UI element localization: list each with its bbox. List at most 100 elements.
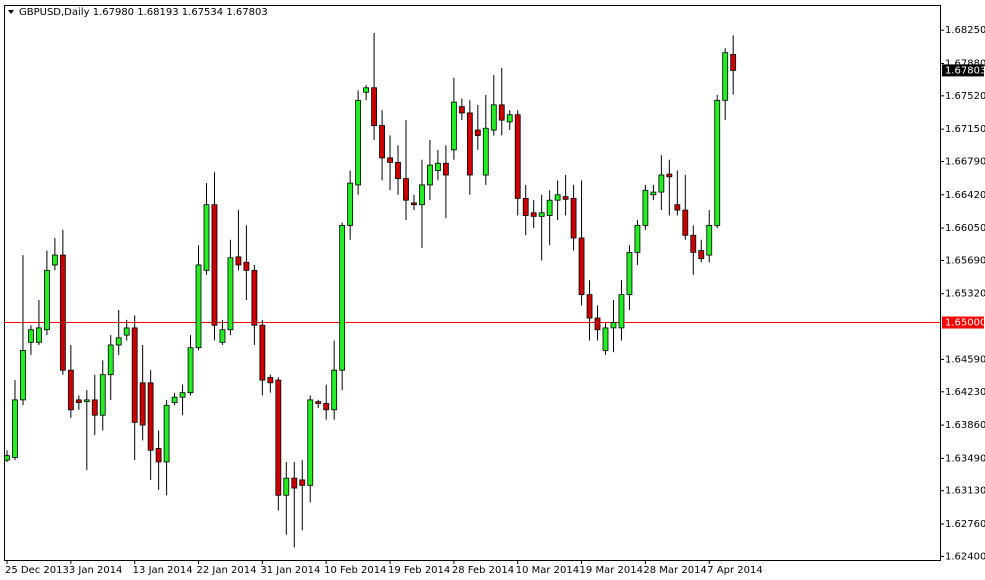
x-tick-label: 25 Dec 2013 — [5, 565, 69, 576]
candle-body — [371, 87, 377, 126]
candle-body — [203, 204, 210, 271]
candle-body — [458, 106, 465, 114]
candle-body — [195, 264, 202, 349]
candle-body — [498, 104, 505, 121]
candle-body — [482, 127, 489, 176]
y-tick-label: 1.63490 — [945, 453, 985, 464]
candle-body — [307, 399, 314, 486]
candle-body — [267, 376, 274, 384]
open-label: 1.67980 — [93, 7, 134, 18]
candle-body — [131, 327, 138, 423]
candle-body — [546, 199, 553, 216]
chart-title: GBPUSD,Daily — [19, 7, 90, 18]
candle-body — [682, 209, 689, 236]
candle-body — [403, 178, 409, 201]
price-label-box — [942, 64, 984, 77]
x-tick-label: 28 Mar 2014 — [643, 565, 706, 576]
candle-body — [44, 269, 50, 331]
candle-body — [155, 448, 162, 463]
candle-body — [299, 479, 306, 486]
candle-body — [578, 237, 585, 296]
candle-body — [618, 294, 625, 329]
candle-body — [506, 114, 513, 123]
plot-frame — [4, 5, 941, 561]
candle-body — [586, 294, 593, 319]
y-tick-label: 1.66050 — [945, 223, 985, 234]
y-tick-label: 1.66790 — [945, 157, 985, 168]
candle-body — [28, 329, 34, 343]
candle-body — [355, 99, 362, 186]
candle-body — [331, 369, 338, 411]
candle-body — [722, 52, 729, 101]
y-tick-label: 1.65320 — [945, 289, 985, 300]
y-tick-label: 1.63130 — [945, 486, 985, 497]
candle-body — [690, 234, 697, 253]
candle-body — [594, 317, 601, 331]
candle-body — [570, 197, 577, 239]
candle-body — [179, 392, 186, 398]
hline-label: 1.65000 — [945, 318, 985, 329]
candle-body — [12, 399, 18, 458]
candle-body — [67, 369, 74, 411]
candle-body — [419, 184, 425, 206]
candle-body — [395, 162, 401, 180]
candle-body — [490, 104, 497, 131]
y-tick-label: 1.68250 — [945, 25, 985, 36]
candle-body — [171, 396, 178, 403]
x-tick-label: 10 Mar 2014 — [516, 565, 579, 576]
candle-body — [75, 399, 82, 403]
y-tick-label: 1.64590 — [945, 354, 985, 365]
candle-body — [379, 125, 385, 159]
chart-header: GBPUSD,Daily 1.67980 1.68193 1.67534 1.6… — [19, 7, 268, 18]
x-tick-label: 7 Apr 2014 — [707, 565, 762, 576]
x-tick-label: 31 Jan 2014 — [260, 565, 320, 576]
candle-body — [20, 350, 26, 401]
y-tick-label: 1.64230 — [945, 387, 985, 398]
candle-body — [554, 194, 561, 201]
candle-body — [387, 157, 393, 163]
y-tick-label: 1.62400 — [945, 551, 985, 562]
candle-body — [99, 374, 106, 416]
candle-body — [83, 399, 90, 403]
price-label: 1.67803 — [945, 65, 985, 76]
candle-body — [4, 455, 10, 461]
candle-body — [227, 257, 234, 331]
candle-body — [466, 112, 473, 176]
low-label: 1.67534 — [182, 7, 223, 18]
menu-arrow — [8, 10, 14, 14]
candle-body — [315, 401, 322, 404]
candle-body — [634, 224, 641, 253]
candle-body — [714, 99, 721, 226]
candle-body — [626, 251, 633, 296]
y-tick-label: 1.67880 — [945, 58, 985, 69]
candle-body — [163, 404, 170, 463]
candle-body — [730, 54, 737, 71]
candle-body — [339, 224, 346, 371]
y-tick-label: 1.63860 — [945, 420, 985, 431]
candle-body — [562, 196, 569, 200]
candle-body — [450, 101, 457, 151]
hline-label-box — [942, 316, 984, 329]
candle-body — [522, 197, 529, 216]
candle-body — [187, 347, 194, 394]
candle-body — [363, 87, 370, 93]
candle-body — [674, 204, 681, 211]
candle-body — [139, 382, 146, 426]
x-tick-label: 10 Feb 2014 — [324, 565, 386, 576]
candle-body — [435, 162, 441, 171]
candle-body — [123, 327, 130, 336]
x-tick-label: 28 Feb 2014 — [452, 565, 514, 576]
candle-body — [323, 403, 330, 411]
candle-body — [427, 164, 433, 186]
y-tick-label: 1.67150 — [945, 124, 985, 135]
candle-body — [283, 477, 290, 496]
close-label: 1.67803 — [226, 7, 267, 18]
candle-body — [642, 189, 649, 226]
candle-body — [243, 261, 250, 271]
candle-body — [275, 379, 282, 496]
candle-body — [219, 329, 226, 343]
candle-body — [658, 174, 665, 193]
candle-body — [291, 477, 298, 489]
